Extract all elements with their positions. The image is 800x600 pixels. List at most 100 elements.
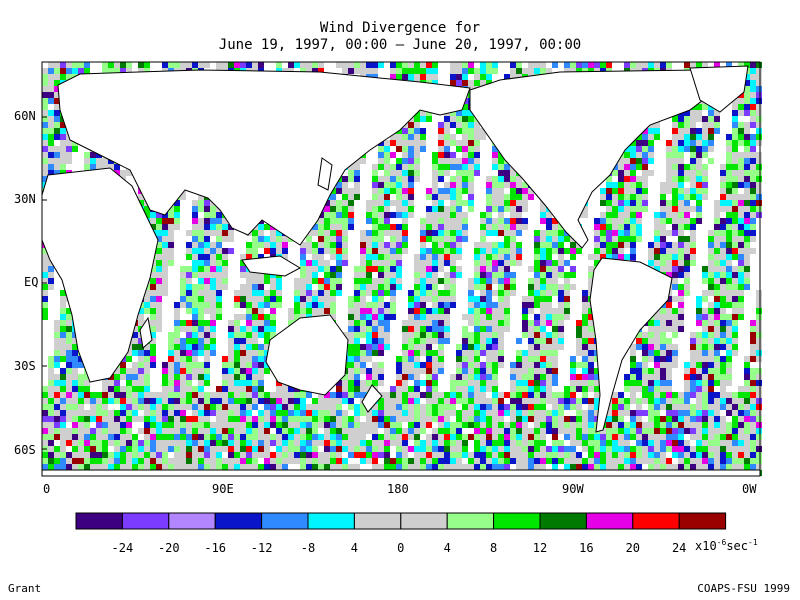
divergence-cell (636, 380, 642, 386)
divergence-cell (750, 68, 756, 74)
divergence-cell (354, 308, 360, 314)
divergence-cell (96, 158, 102, 164)
divergence-cell (348, 326, 354, 332)
divergence-cell (324, 290, 330, 296)
divergence-cell (672, 152, 678, 158)
divergence-cell (138, 62, 144, 68)
divergence-cell (210, 260, 216, 266)
divergence-cell (48, 272, 54, 278)
divergence-cell (264, 248, 270, 254)
divergence-cell (258, 374, 264, 380)
divergence-cell (378, 236, 384, 242)
divergence-cell (570, 242, 576, 248)
divergence-cell (498, 272, 504, 278)
divergence-cell (360, 344, 366, 350)
divergence-cell (666, 368, 672, 374)
divergence-cell (102, 68, 108, 74)
divergence-cell (414, 260, 420, 266)
divergence-cell (318, 392, 324, 398)
divergence-cell (714, 308, 720, 314)
divergence-cell (396, 200, 402, 206)
divergence-cell (66, 146, 72, 152)
divergence-cell (486, 374, 492, 380)
divergence-cell (54, 332, 60, 338)
divergence-cell (174, 320, 180, 326)
divergence-cell (186, 308, 192, 314)
divergence-cell (750, 248, 756, 254)
divergence-cell (540, 236, 546, 242)
divergence-cell (696, 194, 702, 200)
divergence-cell (522, 380, 528, 386)
divergence-cell (144, 290, 150, 296)
divergence-cell (132, 386, 138, 392)
divergence-cell (42, 164, 48, 170)
divergence-cell (186, 62, 192, 68)
divergence-cell (402, 320, 408, 326)
divergence-cell (60, 74, 66, 80)
divergence-cell (558, 320, 564, 326)
divergence-cell (702, 380, 708, 386)
divergence-cell (612, 254, 618, 260)
divergence-cell (510, 236, 516, 242)
divergence-cell (438, 146, 444, 152)
divergence-cell (498, 320, 504, 326)
divergence-cell (372, 194, 378, 200)
divergence-cell (660, 254, 666, 260)
divergence-cell (138, 374, 144, 380)
divergence-cell (468, 386, 474, 392)
divergence-cell (654, 320, 660, 326)
divergence-cell (468, 122, 474, 128)
divergence-cell (420, 284, 426, 290)
divergence-cell (696, 146, 702, 152)
divergence-cell (678, 212, 684, 218)
divergence-cell (714, 368, 720, 374)
divergence-cell (624, 254, 630, 260)
divergence-cell (516, 194, 522, 200)
divergence-cell (216, 218, 222, 224)
divergence-cell (720, 284, 726, 290)
divergence-cell (408, 74, 414, 80)
divergence-cell (696, 182, 702, 188)
divergence-cell (90, 164, 96, 170)
divergence-cell (468, 320, 474, 326)
divergence-cell (66, 350, 72, 356)
divergence-cell (414, 362, 420, 368)
divergence-cell (480, 350, 486, 356)
divergence-cell (606, 62, 612, 68)
divergence-cell (66, 374, 72, 380)
divergence-cell (366, 308, 372, 314)
divergence-cell (420, 128, 426, 134)
divergence-cell (312, 62, 318, 68)
divergence-cell (390, 176, 396, 182)
divergence-cell (342, 62, 348, 68)
divergence-cell (252, 290, 258, 296)
divergence-cell (732, 350, 738, 356)
divergence-cell (462, 170, 468, 176)
divergence-cell (360, 278, 366, 284)
divergence-cell (450, 272, 456, 278)
divergence-cell (738, 128, 744, 134)
divergence-cell (756, 104, 762, 110)
divergence-cell (738, 278, 744, 284)
divergence-cell (420, 296, 426, 302)
divergence-cell (384, 278, 390, 284)
divergence-cell (240, 314, 246, 320)
divergence-cell (462, 176, 468, 182)
divergence-cell (330, 188, 336, 194)
divergence-cell (642, 350, 648, 356)
divergence-cell (216, 236, 222, 242)
divergence-cell (384, 146, 390, 152)
divergence-cell (402, 74, 408, 80)
divergence-cell (654, 266, 660, 272)
divergence-cell (150, 392, 156, 398)
divergence-cell (450, 290, 456, 296)
divergence-cell (756, 92, 762, 98)
divergence-cell (528, 386, 534, 392)
divergence-cell (618, 164, 624, 170)
divergence-cell (432, 182, 438, 188)
divergence-cell (54, 320, 60, 326)
divergence-cell (324, 260, 330, 266)
divergence-cell (702, 386, 708, 392)
divergence-cell (396, 242, 402, 248)
divergence-cell (390, 140, 396, 146)
